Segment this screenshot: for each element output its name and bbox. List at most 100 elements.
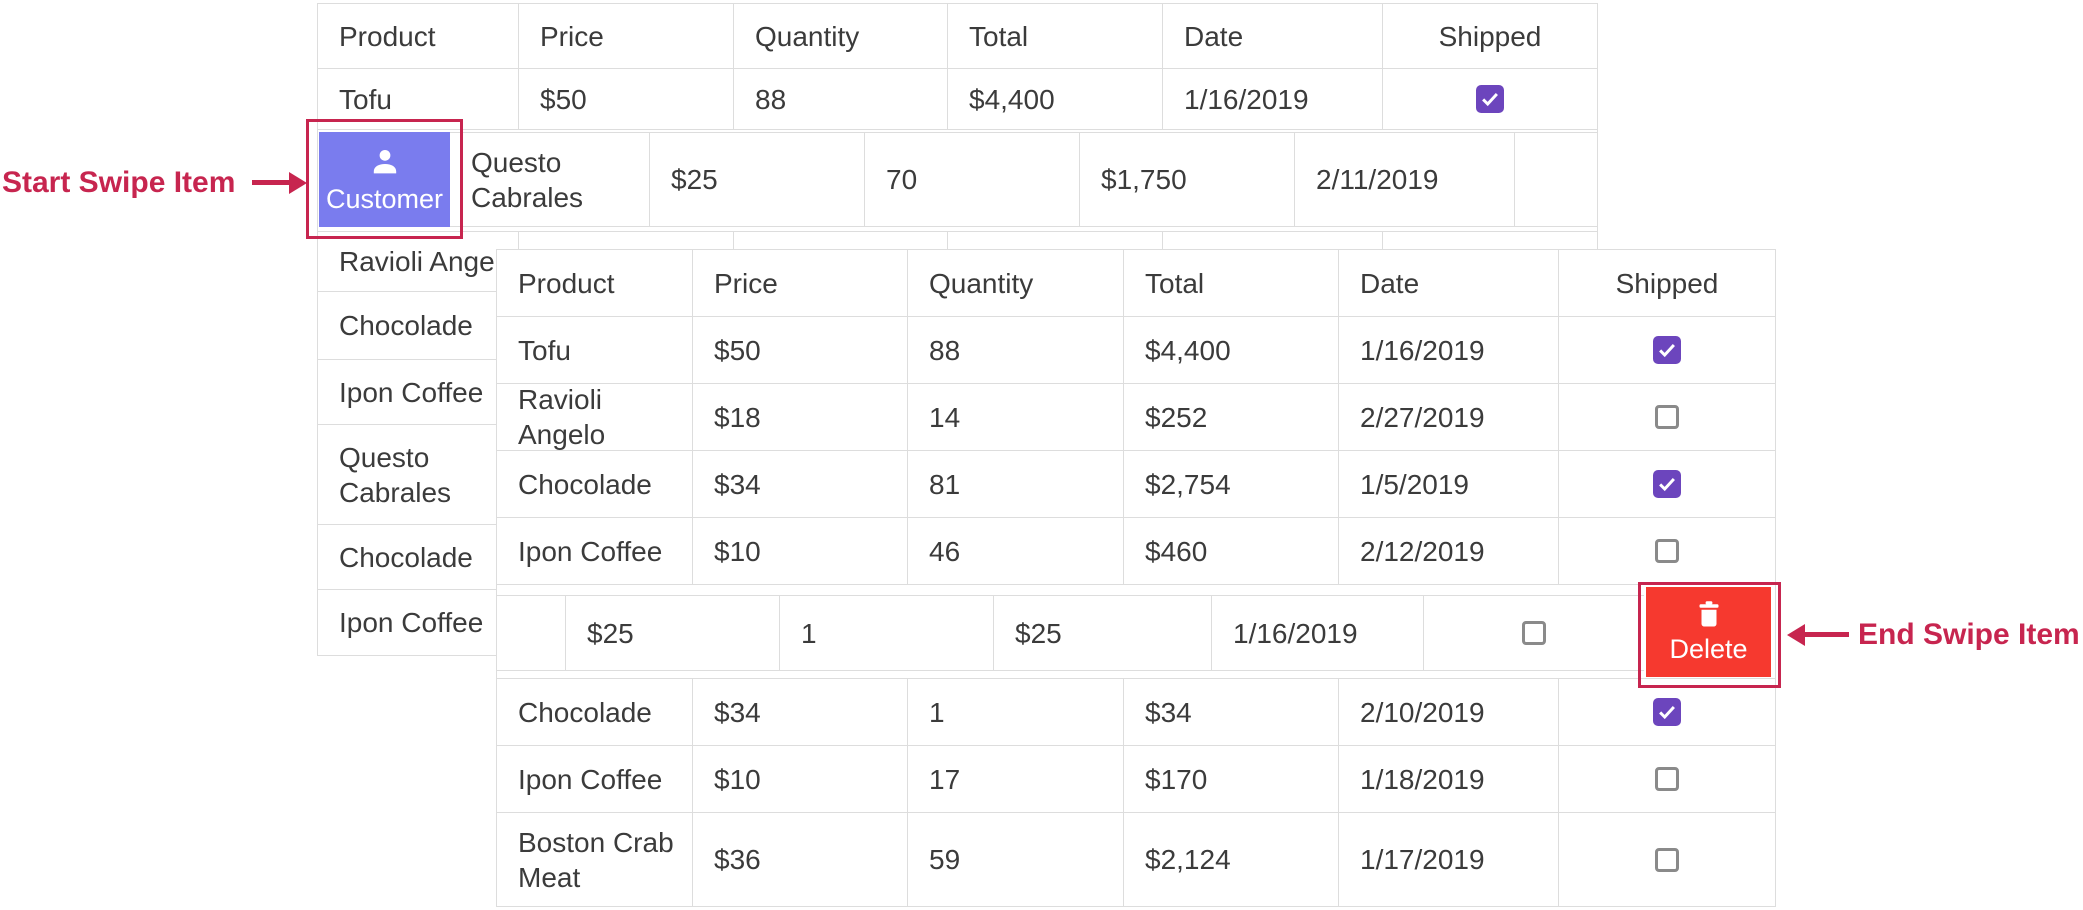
column-header-price: Price [693, 250, 908, 316]
start-swipe-annotation-label: Start Swipe Item [2, 166, 236, 199]
column-header-product: Product [497, 250, 693, 316]
total-cell: $252 [1124, 384, 1339, 450]
price-cell: $25 [566, 596, 780, 670]
product-cell: Chocolade [318, 292, 519, 359]
total-cell: $460 [1124, 518, 1339, 584]
column-header-date: Date [1163, 4, 1383, 68]
swipe-row-open[interactable]: $25 1 $25 1/16/2019 Delete [497, 585, 1775, 679]
table-row[interactable]: Boston Crab Meat $36 59 $2,124 1/17/2019 [497, 813, 1775, 906]
quantity-cell: 88 [908, 317, 1124, 383]
price-cell: $25 [650, 133, 865, 226]
product-cell: Ipon Coffee [318, 360, 519, 424]
swiped-row-content: Questo Cabrales $25 70 $1,750 2/11/2019 [450, 132, 1597, 227]
shipped-checkbox[interactable] [1655, 767, 1679, 791]
shipped-checkbox[interactable] [1655, 405, 1679, 429]
delete-action-button[interactable]: Delete [1646, 587, 1771, 677]
swiped-row-content: $25 1 $25 1/16/2019 [497, 595, 1644, 671]
column-header-shipped: Shipped [1438, 20, 1542, 52]
column-header-shipped: Shipped [1615, 267, 1719, 299]
person-icon [373, 149, 396, 173]
total-cell: $4,400 [1124, 317, 1339, 383]
quantity-cell: 1 [908, 679, 1124, 745]
shipped-checkbox[interactable] [1653, 336, 1681, 364]
trash-icon [1699, 601, 1718, 627]
table-row[interactable]: Ipon Coffee $10 17 $170 1/18/2019 [497, 746, 1775, 813]
total-cell: $2,754 [1124, 451, 1339, 517]
quantity-cell: 59 [908, 813, 1124, 906]
product-cell: Questo Cabrales [318, 425, 519, 524]
right-arrow-icon [289, 172, 307, 194]
product-cell: Ipon Coffee [497, 518, 693, 584]
quantity-cell: 81 [908, 451, 1124, 517]
product-cell: Ravioli Angelo [497, 384, 693, 450]
clipped-product-cell [497, 596, 566, 670]
price-cell: $50 [519, 69, 734, 129]
table-row[interactable]: Tofu $50 88 $4,400 1/16/2019 [318, 69, 1597, 130]
table-row[interactable]: Ravioli Angelo $18 14 $252 2/27/2019 [497, 384, 1775, 451]
quantity-cell: 46 [908, 518, 1124, 584]
product-cell: Tofu [318, 69, 519, 129]
date-cell: 2/10/2019 [1339, 679, 1559, 745]
date-cell: 1/16/2019 [1212, 596, 1424, 670]
shipped-checkbox[interactable] [1653, 470, 1681, 498]
quantity-cell: 88 [734, 69, 948, 129]
column-header-date: Date [1339, 250, 1559, 316]
shipped-checkbox[interactable] [1476, 85, 1504, 113]
price-cell: $34 [693, 679, 908, 745]
total-cell: $25 [994, 596, 1212, 670]
price-cell: $50 [693, 317, 908, 383]
shipped-cell [1559, 451, 1775, 517]
shipped-checkbox[interactable] [1522, 621, 1546, 645]
customer-action-button[interactable]: Customer [319, 132, 450, 227]
product-cell: Boston Crab Meat [497, 813, 693, 906]
shipped-cell [1383, 69, 1597, 129]
shipped-cell [1559, 317, 1775, 383]
column-header-total: Total [948, 4, 1163, 68]
shipped-cell [1559, 679, 1775, 745]
shipped-checkbox[interactable] [1653, 698, 1681, 726]
column-header-product: Product [318, 4, 519, 68]
table-header-row: Product Price Quantity Total Date Shippe… [497, 250, 1775, 317]
column-header-total: Total [1124, 250, 1339, 316]
table-header-row: Product Price Quantity Total Date Shippe… [318, 4, 1597, 69]
date-cell: 1/16/2019 [1339, 317, 1559, 383]
date-cell: 1/17/2019 [1339, 813, 1559, 906]
shipped-checkbox[interactable] [1655, 847, 1679, 872]
foreground-data-grid: Product Price Quantity Total Date Shippe… [496, 249, 1776, 907]
date-cell: 1/5/2019 [1339, 451, 1559, 517]
quantity-cell: 14 [908, 384, 1124, 450]
end-swipe-highlight-box [1638, 582, 1781, 688]
start-swipe-highlight-box [306, 119, 463, 239]
product-cell: Tofu [497, 317, 693, 383]
total-cell: $1,750 [1080, 133, 1295, 226]
table-row[interactable]: Tofu $50 88 $4,400 1/16/2019 [497, 317, 1775, 384]
column-header-quantity: Quantity [734, 4, 948, 68]
table-row[interactable]: Chocolade $34 1 $34 2/10/2019 [497, 679, 1775, 746]
check-icon [1659, 477, 1675, 492]
product-cell: Chocolade [497, 679, 693, 745]
date-cell: 1/16/2019 [1163, 69, 1383, 129]
shipped-cell [1559, 518, 1775, 584]
shipped-checkbox[interactable] [1655, 539, 1679, 563]
product-cell: Chocolade [318, 525, 519, 589]
end-arrow-line [1804, 632, 1849, 637]
price-cell: $18 [693, 384, 908, 450]
check-icon [1659, 705, 1675, 720]
quantity-cell: 17 [908, 746, 1124, 812]
quantity-cell: 1 [780, 596, 994, 670]
total-cell: $34 [1124, 679, 1339, 745]
table-row[interactable]: Ipon Coffee $10 46 $460 2/12/2019 [497, 518, 1775, 585]
price-cell: $10 [693, 746, 908, 812]
swipe-row-open[interactable]: Customer Questo Cabrales $25 70 $1,750 2… [318, 130, 1597, 232]
date-cell: 1/18/2019 [1339, 746, 1559, 812]
date-cell: 2/27/2019 [1339, 384, 1559, 450]
product-cell: Chocolade [497, 451, 693, 517]
shipped-cell [1559, 746, 1775, 812]
shipped-cell [1424, 596, 1644, 670]
table-row[interactable]: Chocolade $34 81 $2,754 1/5/2019 [497, 451, 1775, 518]
total-cell: $170 [1124, 746, 1339, 812]
column-header-quantity: Quantity [908, 250, 1124, 316]
check-icon [1482, 92, 1498, 107]
end-swipe-annotation-label: End Swipe Item [1858, 618, 2080, 651]
